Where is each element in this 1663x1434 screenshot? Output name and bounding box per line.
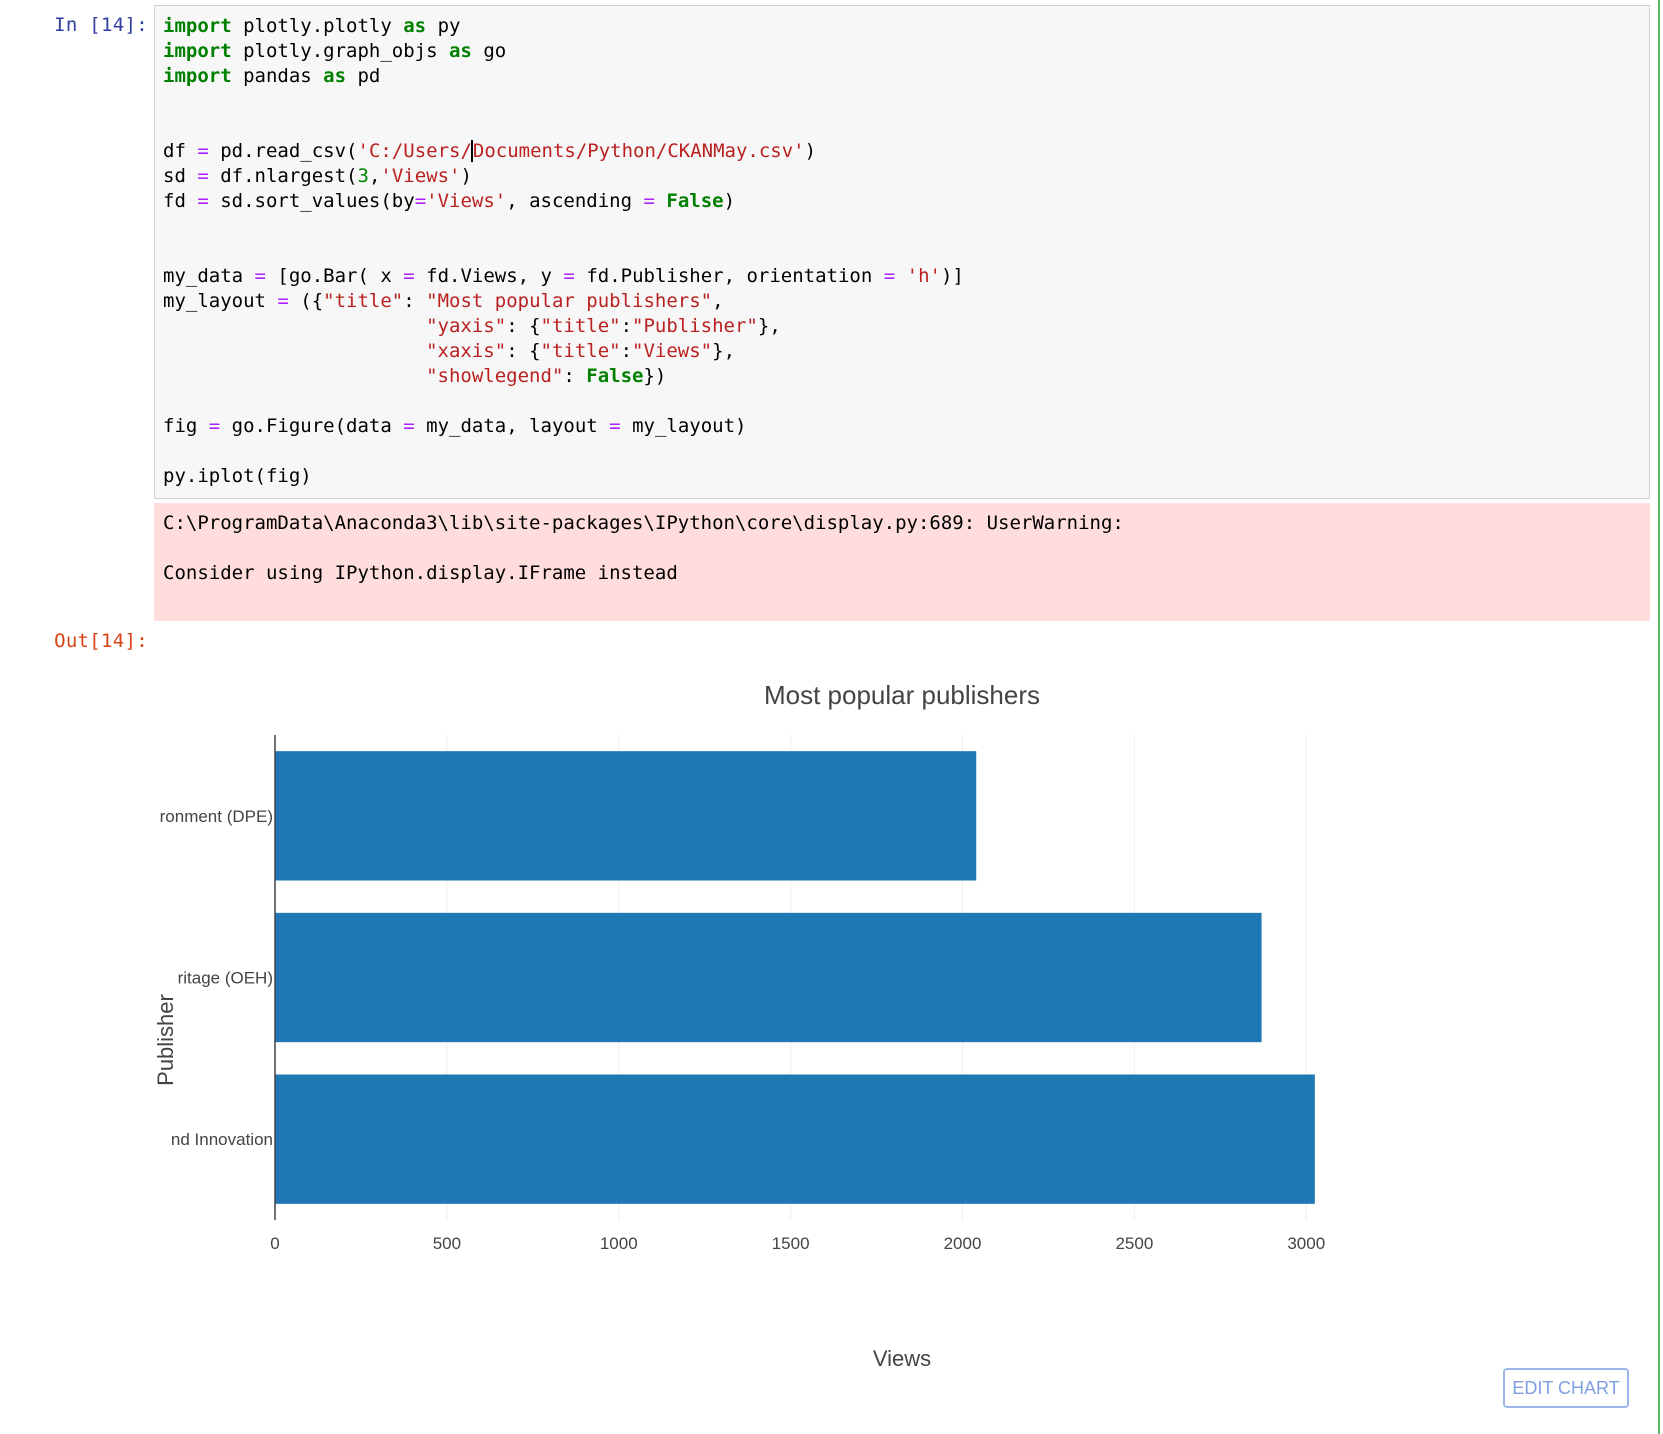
stderr-output: C:\ProgramData\Anaconda3\lib\site-packag… xyxy=(154,503,1650,621)
code-text[interactable]: import plotly.plotly as py import plotly… xyxy=(163,14,964,489)
code-line: "yaxis": {"title":"Publisher"}, xyxy=(426,315,781,337)
x-tick-label: 1000 xyxy=(600,1234,638,1253)
bar-1 xyxy=(275,751,977,881)
code-line: "showlegend": False}) xyxy=(426,365,667,387)
y-axis-title: Publisher xyxy=(153,994,178,1086)
y-tick-label: ritage (OEH) xyxy=(178,969,273,988)
x-tick-label: 500 xyxy=(433,1234,461,1253)
bar-chart-svg: 0 500 1000 1500 2000 2500 3000 ronment (DPE) rit… xyxy=(160,735,1325,1253)
code-line: import pandas as pd xyxy=(163,65,381,87)
code-line: my_data = [go.Bar( x = fd.Views, y = fd.… xyxy=(163,265,964,287)
bar-2 xyxy=(275,912,1262,1043)
output-prompt: Out[14]: xyxy=(54,630,148,652)
y-tick-label: nd Innovation xyxy=(171,1130,273,1149)
stderr-line: Consider using IPython.display.IFrame in… xyxy=(163,562,678,584)
bar-3 xyxy=(275,1074,1315,1204)
code-line: import plotly.graph_objs as go xyxy=(163,40,507,62)
x-tick-label: 3000 xyxy=(1287,1234,1325,1253)
y-tick-label: ronment (DPE) xyxy=(160,807,273,826)
edit-chart-button[interactable]: EDIT CHART xyxy=(1503,1368,1629,1408)
code-line: import plotly.plotly as py xyxy=(163,15,461,37)
warning-text: C:\ProgramData\Anaconda3\lib\site-packag… xyxy=(163,511,1124,586)
cell-selected-indicator xyxy=(1658,0,1660,1434)
code-line: my_layout = ({"title": "Most popular pub… xyxy=(163,290,724,312)
plotly-chart[interactable]: 0 500 1000 1500 2000 2500 3000 ronment (DPE) rit… xyxy=(153,620,1650,1420)
x-tick-label: 0 xyxy=(270,1234,279,1253)
chart-title: Most popular publishers xyxy=(763,680,1041,710)
code-line: fd = sd.sort_values(by='Views', ascendin… xyxy=(163,190,736,212)
code-editor[interactable] xyxy=(154,5,1650,499)
x-axis-title: Views xyxy=(872,1346,932,1371)
text-cursor xyxy=(470,140,473,162)
x-tick-label: 1500 xyxy=(772,1234,810,1253)
code-line: py.iplot(fig) xyxy=(163,465,312,487)
code-line: sd = df.nlargest(3,'Views') xyxy=(163,165,472,187)
code-line: df = pd.read_csv('C:/Users/Documents/Pyt… xyxy=(163,140,817,162)
input-prompt: In [14]: xyxy=(54,14,148,36)
x-tick-label: 2500 xyxy=(1115,1234,1153,1253)
stderr-line: C:\ProgramData\Anaconda3\lib\site-packag… xyxy=(163,512,1124,534)
code-line: fig = go.Figure(data = my_data, layout =… xyxy=(163,415,747,437)
x-tick-label: 2000 xyxy=(944,1234,982,1253)
code-line: "xaxis": {"title":"Views"}, xyxy=(426,340,736,362)
